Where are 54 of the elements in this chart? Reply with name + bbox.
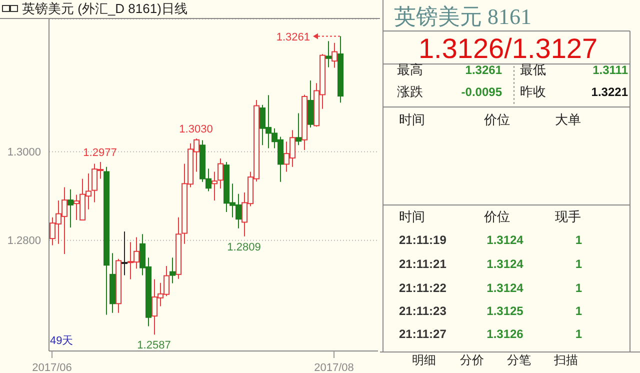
text: 扫描: [553, 353, 578, 367]
text: 1: [575, 304, 582, 318]
text: 现手: [555, 209, 581, 224]
text: 时间: [399, 112, 425, 127]
text: 明细: [412, 353, 436, 367]
annotation: 1.2587: [137, 340, 171, 352]
candlestick: [170, 257, 176, 284]
text: 1.3111: [592, 63, 628, 77]
text: 时间: [399, 209, 425, 224]
x-tick-label: 2017/08: [314, 362, 354, 373]
text: 21:11:22: [399, 281, 447, 295]
candlestick: [218, 158, 224, 190]
text: 大单: [555, 112, 581, 127]
candlestick: [332, 42, 338, 68]
text: 最低: [520, 62, 546, 77]
text: 英镑美元 8161: [394, 4, 532, 29]
candlestick: [296, 112, 302, 146]
text: -0.0095: [461, 85, 502, 99]
text: 21:11:19: [399, 233, 447, 247]
chart-title: 英镑美元 (外汇_D 8161)日线: [22, 0, 188, 18]
y-tick-label: 1.3000: [7, 146, 41, 159]
annotation: 1.2977: [83, 146, 117, 159]
text: 1.3124: [486, 233, 524, 247]
y-tick-label: 1.2800: [7, 235, 41, 248]
text: 21:11:23: [399, 304, 447, 318]
candlestick: [308, 80, 314, 128]
text: 21:11:27: [399, 327, 447, 341]
candlestick: [68, 188, 74, 228]
text: 1: [575, 327, 582, 341]
text: 1.3125: [486, 304, 524, 318]
text: 价位: [483, 112, 510, 127]
text: 1: [575, 257, 582, 271]
text: 分价: [460, 353, 484, 367]
text: 1.3124: [486, 281, 524, 295]
text: 1: [575, 281, 582, 295]
text: 1.3124: [486, 257, 524, 271]
text: 1.3221: [591, 85, 628, 99]
text: 21:11:21: [399, 257, 447, 271]
text: 1: [575, 233, 582, 247]
text: 1.3261: [465, 63, 502, 77]
text: 涨跌: [397, 84, 423, 99]
annotation: 49天: [50, 334, 74, 348]
x-tick-label: 2017/06: [32, 362, 72, 373]
candlestick: [212, 171, 218, 201]
annotation: 1.3261: [276, 31, 310, 44]
annotation: 1.3030: [179, 124, 213, 136]
annotation: 1.2809: [227, 241, 261, 254]
text: 价位: [483, 209, 510, 224]
text: 昨收: [520, 84, 546, 99]
text: 1.3126/1.3127: [418, 33, 598, 64]
text: 最高: [397, 62, 423, 77]
text: 分笔: [507, 353, 531, 367]
candlestick: [326, 40, 332, 68]
text: 1.3126: [486, 327, 524, 341]
